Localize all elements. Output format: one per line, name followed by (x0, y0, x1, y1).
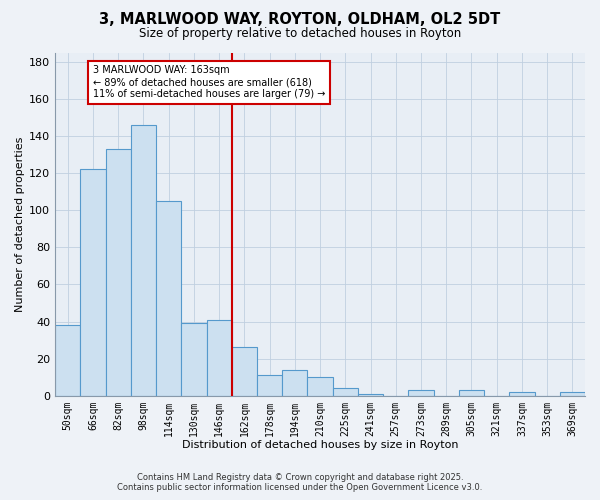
Bar (206, 320, 232, 396)
Bar (307, 377, 332, 396)
Bar (131, 125, 156, 396)
Bar (560, 392, 585, 396)
Bar (257, 376, 282, 396)
Text: 3, MARLWOOD WAY, ROYTON, OLDHAM, OL2 5DT: 3, MARLWOOD WAY, ROYTON, OLDHAM, OL2 5DT (100, 12, 500, 28)
Bar (106, 149, 131, 396)
Y-axis label: Number of detached properties: Number of detached properties (15, 136, 25, 312)
Bar (459, 390, 484, 396)
Bar (232, 348, 257, 396)
Bar (156, 201, 181, 396)
Text: Size of property relative to detached houses in Royton: Size of property relative to detached ho… (139, 28, 461, 40)
Bar (409, 390, 434, 396)
Bar (509, 392, 535, 396)
X-axis label: Distribution of detached houses by size in Royton: Distribution of detached houses by size … (182, 440, 458, 450)
Bar (332, 388, 358, 396)
Bar (80, 170, 106, 396)
Text: Contains HM Land Registry data © Crown copyright and database right 2025.
Contai: Contains HM Land Registry data © Crown c… (118, 473, 482, 492)
Text: 3 MARLWOOD WAY: 163sqm
← 89% of detached houses are smaller (618)
11% of semi-de: 3 MARLWOOD WAY: 163sqm ← 89% of detached… (93, 66, 325, 98)
Bar (282, 370, 307, 396)
Bar (358, 394, 383, 396)
Bar (55, 325, 80, 396)
Bar (181, 324, 206, 396)
